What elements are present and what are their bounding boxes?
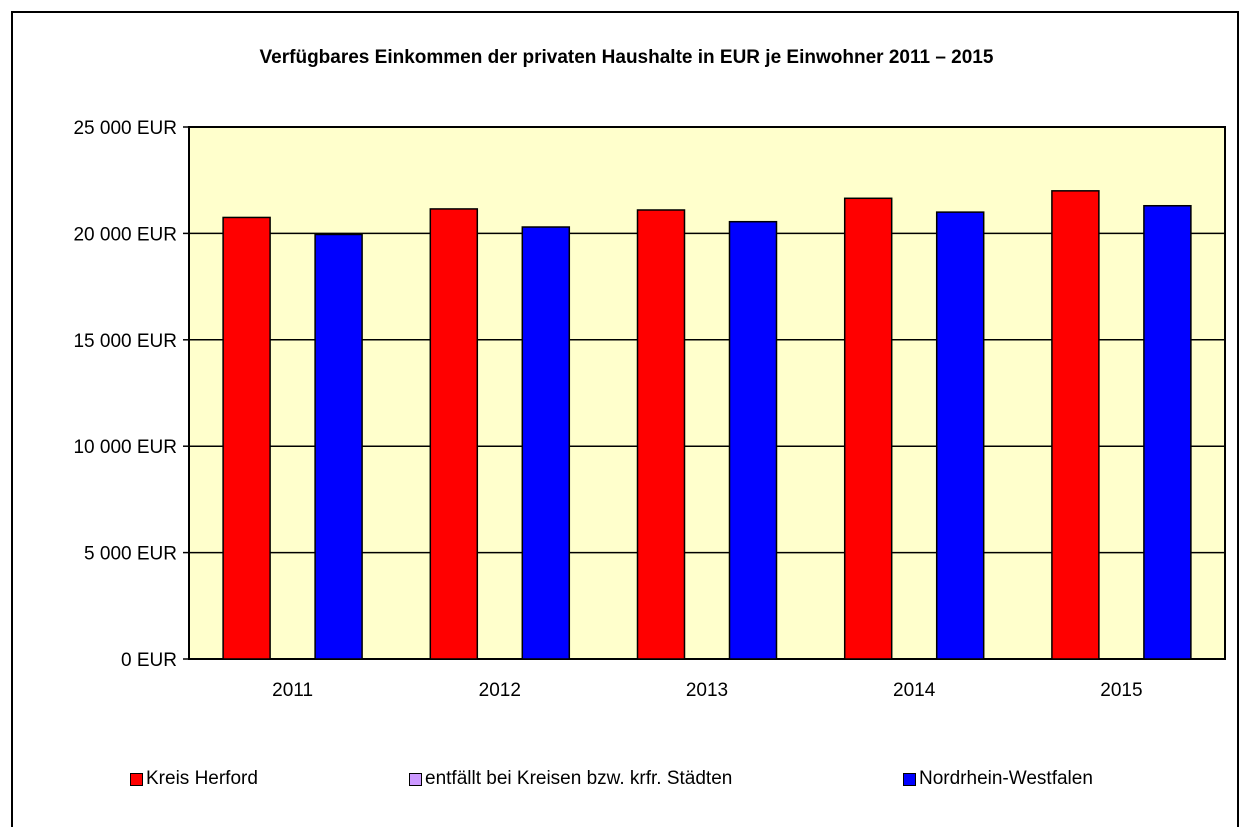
legend-swatch-entfaellt bbox=[409, 772, 422, 786]
x-tick-label: 2012 bbox=[479, 680, 521, 701]
x-tick-label: 2014 bbox=[893, 680, 936, 701]
bar-kreis-herford-2013 bbox=[636, 209, 686, 660]
bar-nordrhein-westfalen-2012 bbox=[521, 226, 571, 660]
y-tick-label: 15 000 EUR bbox=[73, 331, 177, 352]
bar-kreis-herford-2012 bbox=[429, 208, 479, 660]
bar-nordrhein-westfalen-2015 bbox=[1143, 204, 1192, 660]
legend: Kreis Herford entfällt bei Kreisen bzw. … bbox=[0, 768, 1253, 798]
bar-nordrhein-westfalen-2013 bbox=[728, 220, 778, 660]
bar-kreis-herford-2015 bbox=[1051, 190, 1100, 660]
legend-item-kreis-herford: Kreis Herford bbox=[130, 768, 258, 790]
y-tick-label: 25 000 EUR bbox=[73, 118, 177, 139]
legend-label: Kreis Herford bbox=[146, 768, 258, 789]
bar-kreis-herford-2014 bbox=[843, 197, 893, 660]
bar-kreis-herford-2011 bbox=[222, 216, 271, 660]
x-tick-label: 2013 bbox=[686, 680, 728, 701]
legend-swatch-nordrhein-westfalen bbox=[903, 772, 916, 786]
legend-label: entfällt bei Kreisen bzw. krfr. Städten bbox=[425, 768, 733, 789]
legend-item-nordrhein-westfalen: Nordrhein-Westfalen bbox=[903, 768, 1093, 790]
legend-swatch-kreis-herford bbox=[130, 772, 143, 786]
y-tick-label: 10 000 EUR bbox=[73, 437, 177, 458]
chart-title: Verfügbares Einkommen der privaten Haush… bbox=[259, 47, 994, 68]
bar-nordrhein-westfalen-2014 bbox=[935, 211, 985, 660]
bar-nordrhein-westfalen-2011 bbox=[314, 233, 363, 660]
x-tick-label: 2015 bbox=[1100, 680, 1142, 701]
x-tick-label: 2011 bbox=[272, 680, 313, 701]
legend-item-entfaellt: entfällt bei Kreisen bzw. krfr. Städten bbox=[409, 768, 732, 790]
y-tick-label: 0 EUR bbox=[121, 650, 177, 671]
y-tick-label: 20 000 EUR bbox=[73, 224, 177, 245]
y-tick-label: 5 000 EUR bbox=[84, 544, 177, 565]
legend-label: Nordrhein-Westfalen bbox=[919, 768, 1093, 789]
